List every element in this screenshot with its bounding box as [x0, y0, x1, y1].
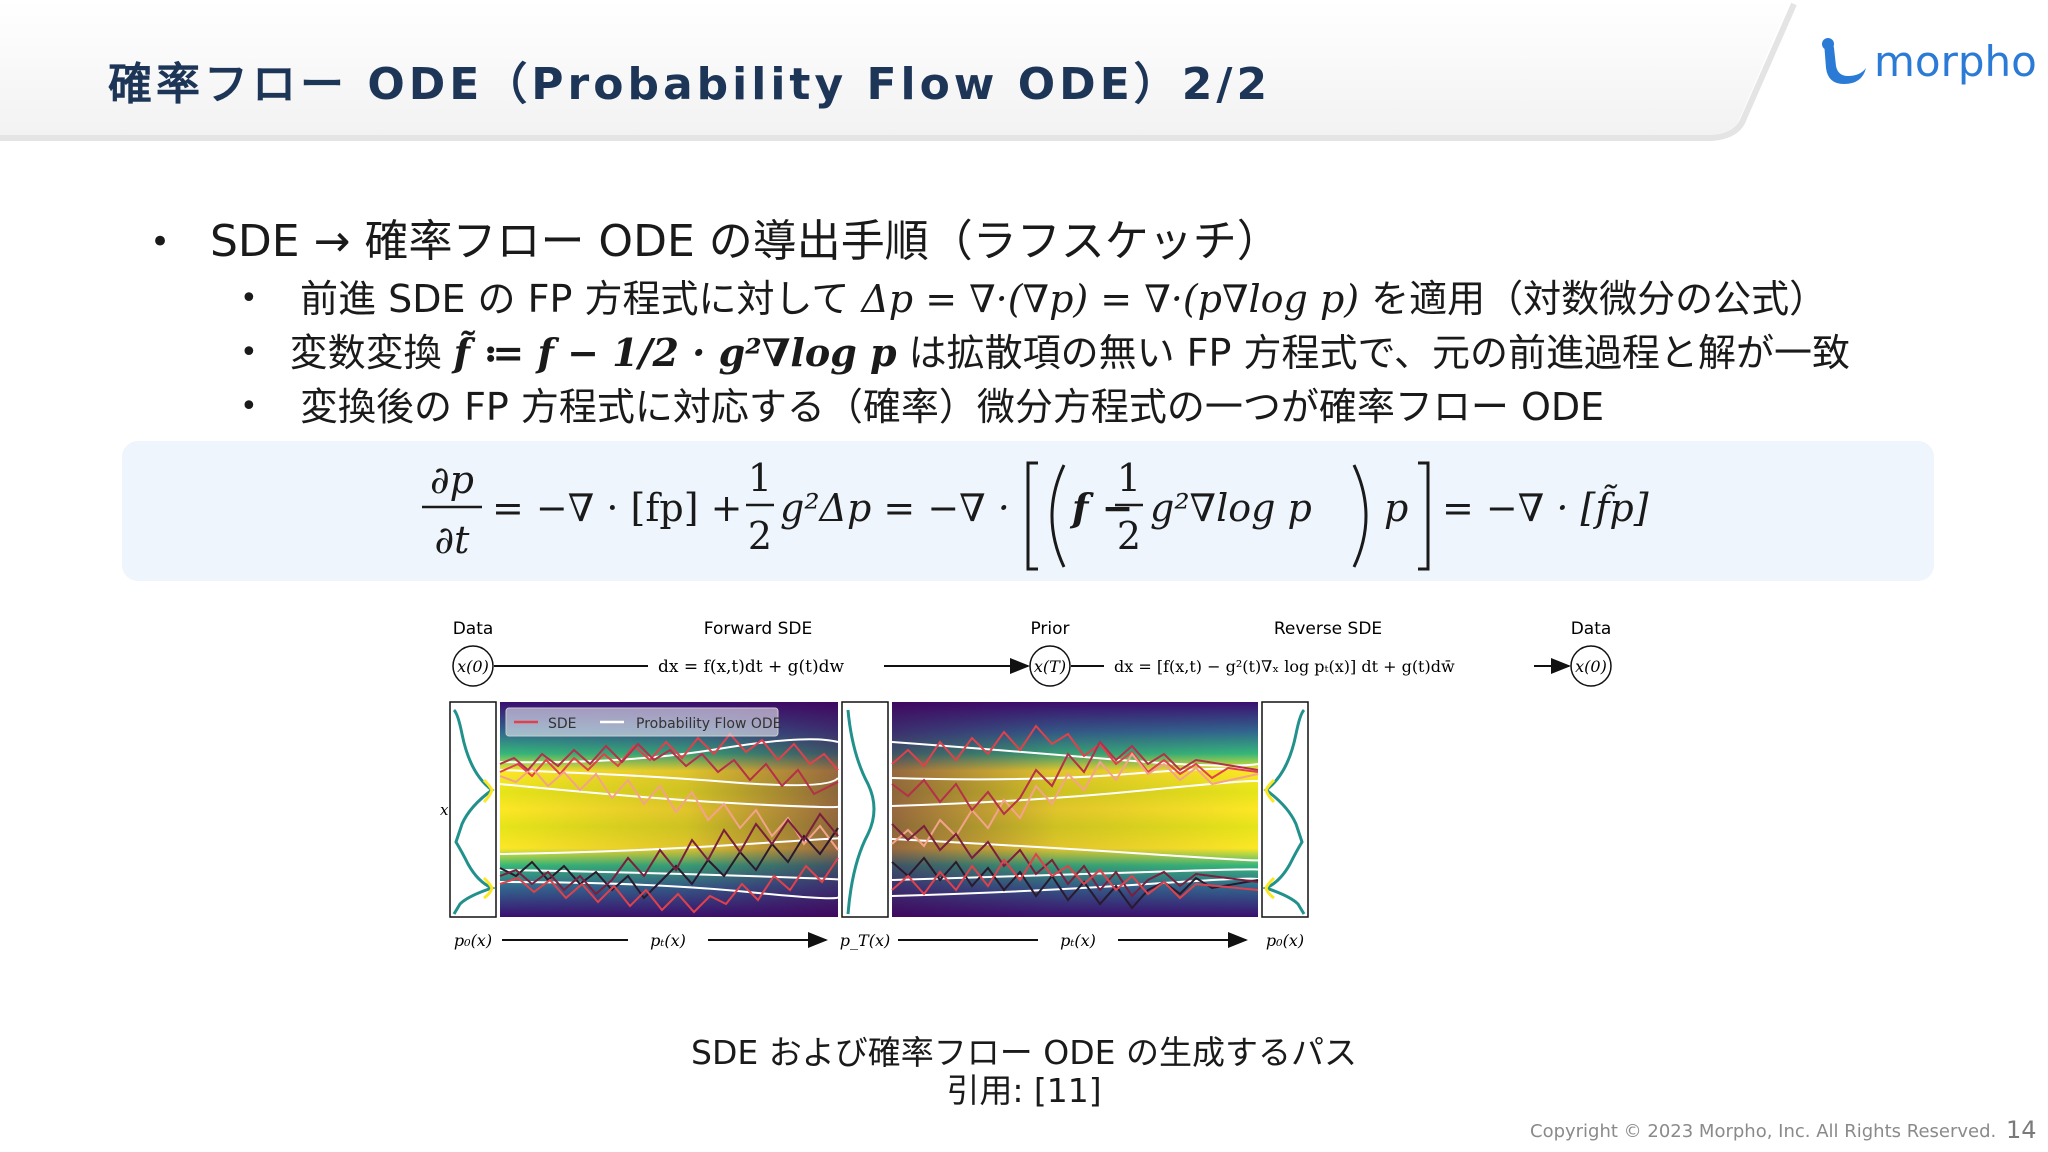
- eq-part2: g²Δp = −∇ ·: [780, 486, 1010, 530]
- bottom-pt-right: pₜ(x): [1060, 931, 1096, 950]
- label-data-left: Data: [453, 619, 494, 639]
- label-prior: Prior: [1030, 619, 1069, 639]
- eq-part1: = −∇ · [fp] +: [492, 486, 743, 530]
- sub-bullet-3-pre: 変換後の FP 方程式に対応する（確率）微分方程式の一つが確率フロー ODE: [300, 385, 1605, 429]
- bottom-p0-left: p₀(x): [454, 931, 492, 950]
- copyright-footer: Copyright © 2023 Morpho, Inc. All Rights…: [1530, 1121, 1997, 1142]
- eq-half-num-2: 1: [1117, 456, 1141, 500]
- figure-caption: SDE および確率フロー ODE の生成するパス: [691, 1033, 1357, 1072]
- sub-bullet-1-post: を適用（対数微分の公式）: [1371, 277, 1828, 321]
- legend-sde: SDE: [548, 716, 577, 732]
- sub-bullet-1-math: Δp = ∇·(∇p) = ∇·(p∇log p): [861, 277, 1360, 321]
- sub-bullet-1: • 前進 SDE の FP 方程式に対して Δp = ∇·(∇p) = ∇·(p…: [240, 272, 1850, 326]
- node-xT-label: x(T): [1034, 657, 1066, 676]
- bullet-main: • SDE → 確率フロー ODE の導出手順（ラフスケッチ）: [150, 212, 1850, 272]
- bullet-main-text: SDE → 確率フロー ODE の導出手順（ラフスケッチ）: [210, 216, 1281, 267]
- eq-lhs-den: ∂t: [435, 518, 471, 562]
- label-reverse-sde: Reverse SDE: [1274, 619, 1382, 639]
- bottom-pt-left: pₜ(x): [650, 931, 686, 950]
- header-shape: [0, 0, 1797, 141]
- bullet-dot: •: [150, 222, 171, 262]
- node-xT: [1029, 645, 1071, 687]
- node-x0-left: [452, 645, 494, 687]
- eq-lhs-num: ∂p: [430, 458, 474, 502]
- eq-part3: f −: [1069, 485, 1133, 530]
- node-x0-right: [1570, 645, 1612, 687]
- bottom-pT: p_T(x): [840, 931, 890, 950]
- sde-figure: Data Forward SDE Prior Reverse SDE Data …: [428, 614, 1628, 1019]
- equation-box: ∂p ∂t = −∇ · [fp] + 1 2 g²Δp = −∇ · f − …: [122, 441, 1934, 581]
- eq-half-den-2: 2: [1117, 514, 1141, 558]
- node-x0-left-label: x(0): [457, 657, 489, 676]
- eq-part5: p: [1384, 486, 1408, 530]
- reverse-sde-eq: dx = [f(x,t) − g²(t)∇ₓ log pₜ(x)] dt + g…: [1114, 657, 1455, 676]
- sub-bullet-2-post: は拡散項の無い FP 方程式で、元の前進過程と解が一致: [908, 331, 1850, 375]
- sub-bullets: • 前進 SDE の FP 方程式に対して Δp = ∇·(∇p) = ∇·(p…: [150, 272, 1850, 434]
- morpho-logo-icon: [1822, 38, 1866, 84]
- label-data-right: Data: [1571, 619, 1612, 639]
- bullet-dot: •: [240, 389, 258, 424]
- slide-title: 確率フロー ODE（Probability Flow ODE）2/2: [108, 59, 1272, 110]
- bullet-list: • SDE → 確率フロー ODE の導出手順（ラフスケッチ） • 前進 SDE…: [150, 212, 1850, 434]
- prior-panel: [841, 701, 889, 918]
- sub-bullet-1-pre: 前進 SDE の FP 方程式に対して: [300, 277, 850, 321]
- bullet-dot: •: [240, 281, 258, 316]
- eq-half-den: 2: [748, 514, 772, 558]
- eq-part6: = −∇ · [f̃p]: [1442, 485, 1649, 530]
- sub-bullet-2-math: f̃ ≔ f − 1/2 · g²∇log p: [453, 330, 897, 375]
- forward-sde-paths: [499, 732, 839, 914]
- forward-sde-eq: dx = f(x,t)dt + g(t)dw: [658, 657, 845, 677]
- header-band: [0, 0, 1800, 141]
- bullet-dot: •: [240, 335, 258, 370]
- legend: [505, 707, 779, 737]
- logo: morpho: [1818, 36, 2037, 86]
- sub-bullet-2: • 変数変換 f̃ ≔ f − 1/2 · g²∇log p は拡散項の無い F…: [240, 326, 1850, 380]
- logo-text: morpho: [1874, 36, 2037, 86]
- page-number: 14: [2006, 1116, 2037, 1144]
- sub-bullet-2-pre: 変数変換: [289, 331, 442, 375]
- eq-half-num: 1: [748, 456, 772, 500]
- sub-bullet-3: • 変換後の FP 方程式に対応する（確率）微分方程式の一つが確率フロー ODE: [240, 380, 1850, 434]
- sde-figure-svg: Data Forward SDE Prior Reverse SDE Data …: [440, 619, 1612, 950]
- node-x0-right-label: x(0): [1575, 657, 1607, 676]
- label-forward-sde: Forward SDE: [704, 619, 812, 639]
- y-axis-label: x: [440, 801, 449, 819]
- legend-ode: Probability Flow ODE: [636, 716, 782, 732]
- figure-citation: 引用: [11]: [946, 1071, 1102, 1110]
- eq-part4: g²∇log p: [1150, 486, 1312, 530]
- reverse-sde-paths: [891, 724, 1259, 910]
- equation: ∂p ∂t = −∇ · [fp] + 1 2 g²Δp = −∇ · f − …: [422, 456, 1649, 571]
- bottom-p0-right: p₀(x): [1266, 931, 1304, 950]
